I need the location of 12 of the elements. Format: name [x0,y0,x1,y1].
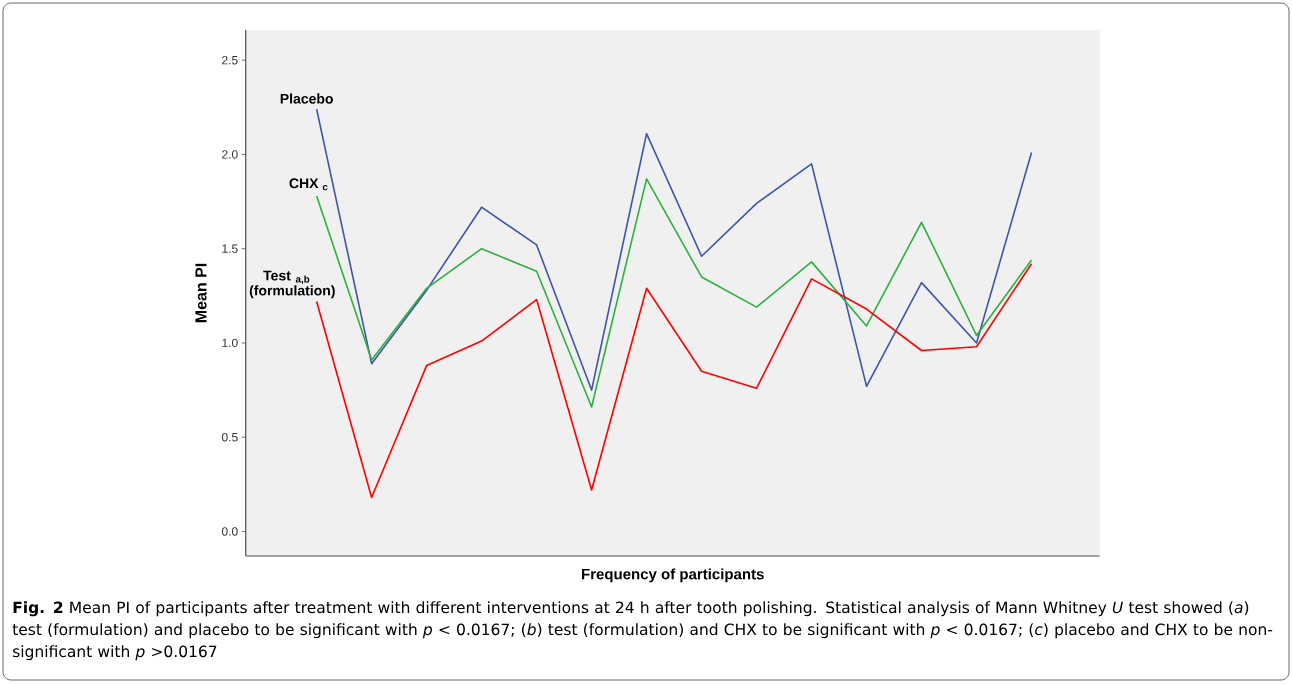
series-label: Placebo [280,93,333,104]
x-axis-title: Frequency of participants [582,568,764,583]
y-tick-label: 0.0 [221,527,238,536]
y-tick-label: 2.5 [222,55,238,65]
y-tick-label: 2.0 [222,150,238,159]
y-tick-label: 0.5 [221,432,238,442]
y-tick-label: 1.5 [222,244,238,253]
series-label: CHX $_{c}$ [289,178,328,191]
text: Fig. 2 Mean PI of participants after treatment with different interventions at 24 h after tooth polishing. Statistical analysis of Mann Whitney U test showed (a) test (formulation) and placebo to be significant with p < 0.0167; (b) test (formulation) and CHX to be significant with p < 0.0167; (c) placebo and CHX to be non-significant with p >0.0167 [12,601,1273,661]
y-tick-label: 1.0 [222,338,238,348]
y-axis-title: Mean PI [195,263,207,323]
series-label: Test $_{a,b}$ (formulation) [249,270,335,299]
